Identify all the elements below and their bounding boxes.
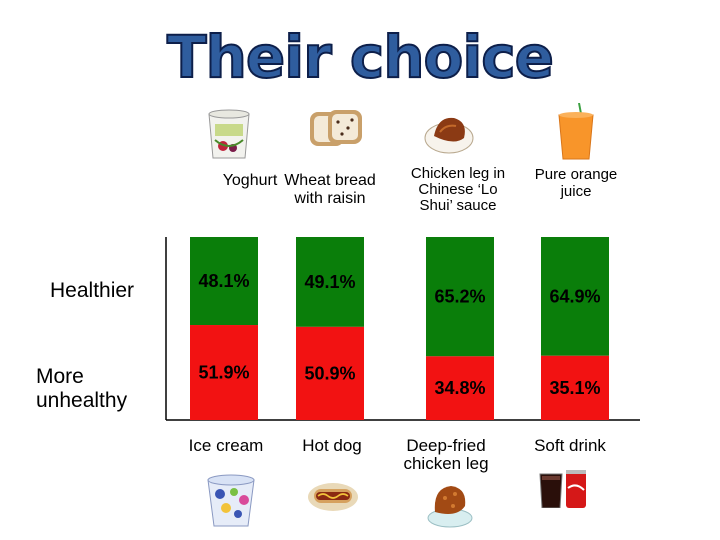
label-unhealthy-3: 34.8% <box>434 378 485 398</box>
ice-cream-icon <box>207 474 255 527</box>
bar-unhealthy-4 <box>541 355 609 420</box>
label-healthier-1: 48.1% <box>198 271 249 291</box>
bar-healthier-3 <box>426 237 494 357</box>
label-unhealthy-4: 35.1% <box>549 378 600 398</box>
cat-label-3: Deep-fried chicken leg <box>403 436 489 473</box>
yoghurt-icon <box>208 109 250 159</box>
label-healthier-2: 49.1% <box>304 272 355 292</box>
alt-label-4: Pure orange juice <box>534 166 618 200</box>
bar-healthier-4 <box>541 237 609 356</box>
bar-healthier-2 <box>296 237 364 327</box>
row-label-unhealthy: More unhealthy <box>36 365 128 412</box>
alt-label-1: Yoghurt <box>222 172 278 189</box>
slide-title: Their choice <box>166 23 555 91</box>
alt-label-2: Wheat bread with raisin <box>284 172 376 207</box>
chicken-dish-icon <box>424 117 474 154</box>
bar-healthier-1 <box>190 237 258 326</box>
label-unhealthy-2: 50.9% <box>304 363 355 383</box>
cat-label-1: Ice cream <box>188 436 264 455</box>
alt-label-3: Chicken leg in Chinese ‘Lo Shui’ sauce <box>410 165 506 214</box>
label-unhealthy-1: 51.9% <box>198 363 249 383</box>
soft-drink-icon <box>539 470 586 508</box>
bar-unhealthy-1 <box>190 325 258 420</box>
orange-juice-icon <box>558 103 594 160</box>
bar-unhealthy-2 <box>296 326 364 420</box>
label-healthier-4: 64.9% <box>549 286 600 306</box>
fried-chicken-icon <box>427 486 473 528</box>
row-label-healthier: Healthier <box>50 279 135 302</box>
cat-label-2: Hot dog <box>302 436 362 455</box>
cat-label-4: Soft drink <box>534 436 606 455</box>
bread-icon <box>310 110 362 146</box>
hot-dog-icon <box>308 483 358 511</box>
label-healthier-3: 65.2% <box>434 287 485 307</box>
bar-unhealthy-3 <box>426 356 494 420</box>
